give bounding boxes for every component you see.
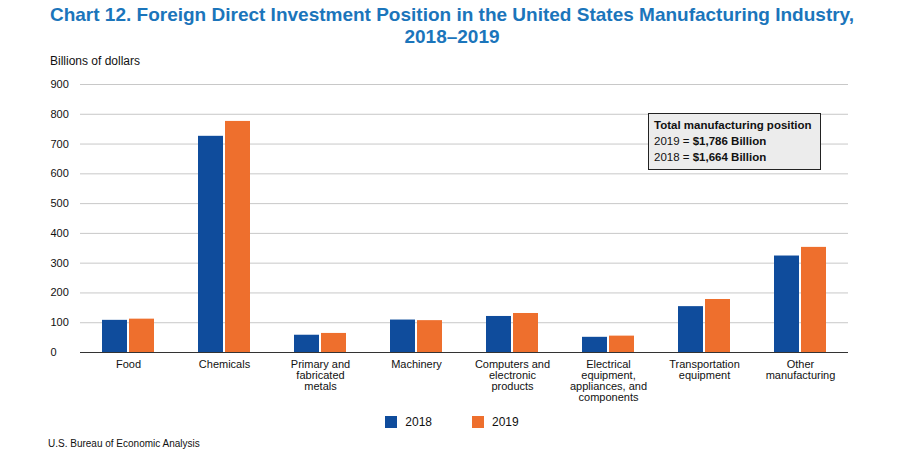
html-text:Chart 12. Foreign Direct Inves: Chart 12. Foreign Direct Investment Posi… bbox=[50, 4, 854, 47]
svg-text:Electricalequipment,appliances: Electricalequipment,appliances, andcompo… bbox=[570, 358, 647, 403]
svg-text:300: 300 bbox=[51, 257, 69, 269]
svg-text:Machinery: Machinery bbox=[391, 358, 442, 370]
svg-text:100: 100 bbox=[51, 316, 69, 328]
svg-text:Chemicals: Chemicals bbox=[199, 358, 251, 370]
svg-text:Transportationequipment: Transportationequipment bbox=[669, 358, 740, 381]
svg-text:700: 700 bbox=[51, 138, 69, 150]
html-text:2018 = $1,664 Billion: 2018 = $1,664 Billion bbox=[654, 151, 767, 163]
html-text:U.S. Bureau of Economic Analys: U.S. Bureau of Economic Analysis bbox=[48, 438, 200, 449]
html-text:2018: 2018 bbox=[405, 415, 432, 429]
html-text:2019 = $1,786 Billion: 2019 = $1,786 Billion bbox=[654, 135, 767, 147]
html-text:2019: 2019 bbox=[492, 415, 519, 429]
svg-text:0: 0 bbox=[51, 346, 57, 358]
html-text:Total manufacturing position: Total manufacturing position bbox=[654, 119, 812, 131]
html-text:Billions of dollars: Billions of dollars bbox=[50, 54, 140, 68]
svg-text:Food: Food bbox=[116, 358, 141, 370]
svg-text:Computers andelectronicproduct: Computers andelectronicproducts bbox=[475, 358, 550, 392]
svg-text:400: 400 bbox=[51, 227, 69, 239]
svg-text:200: 200 bbox=[51, 286, 69, 298]
svg-text:500: 500 bbox=[51, 197, 69, 209]
svg-text:900: 900 bbox=[51, 78, 69, 90]
svg-text:800: 800 bbox=[51, 108, 69, 120]
svg-text:600: 600 bbox=[51, 167, 69, 179]
svg-text:Primary andfabricatedmetals: Primary andfabricatedmetals bbox=[291, 358, 350, 392]
svg-text:Othermanufacturing: Othermanufacturing bbox=[766, 358, 836, 381]
